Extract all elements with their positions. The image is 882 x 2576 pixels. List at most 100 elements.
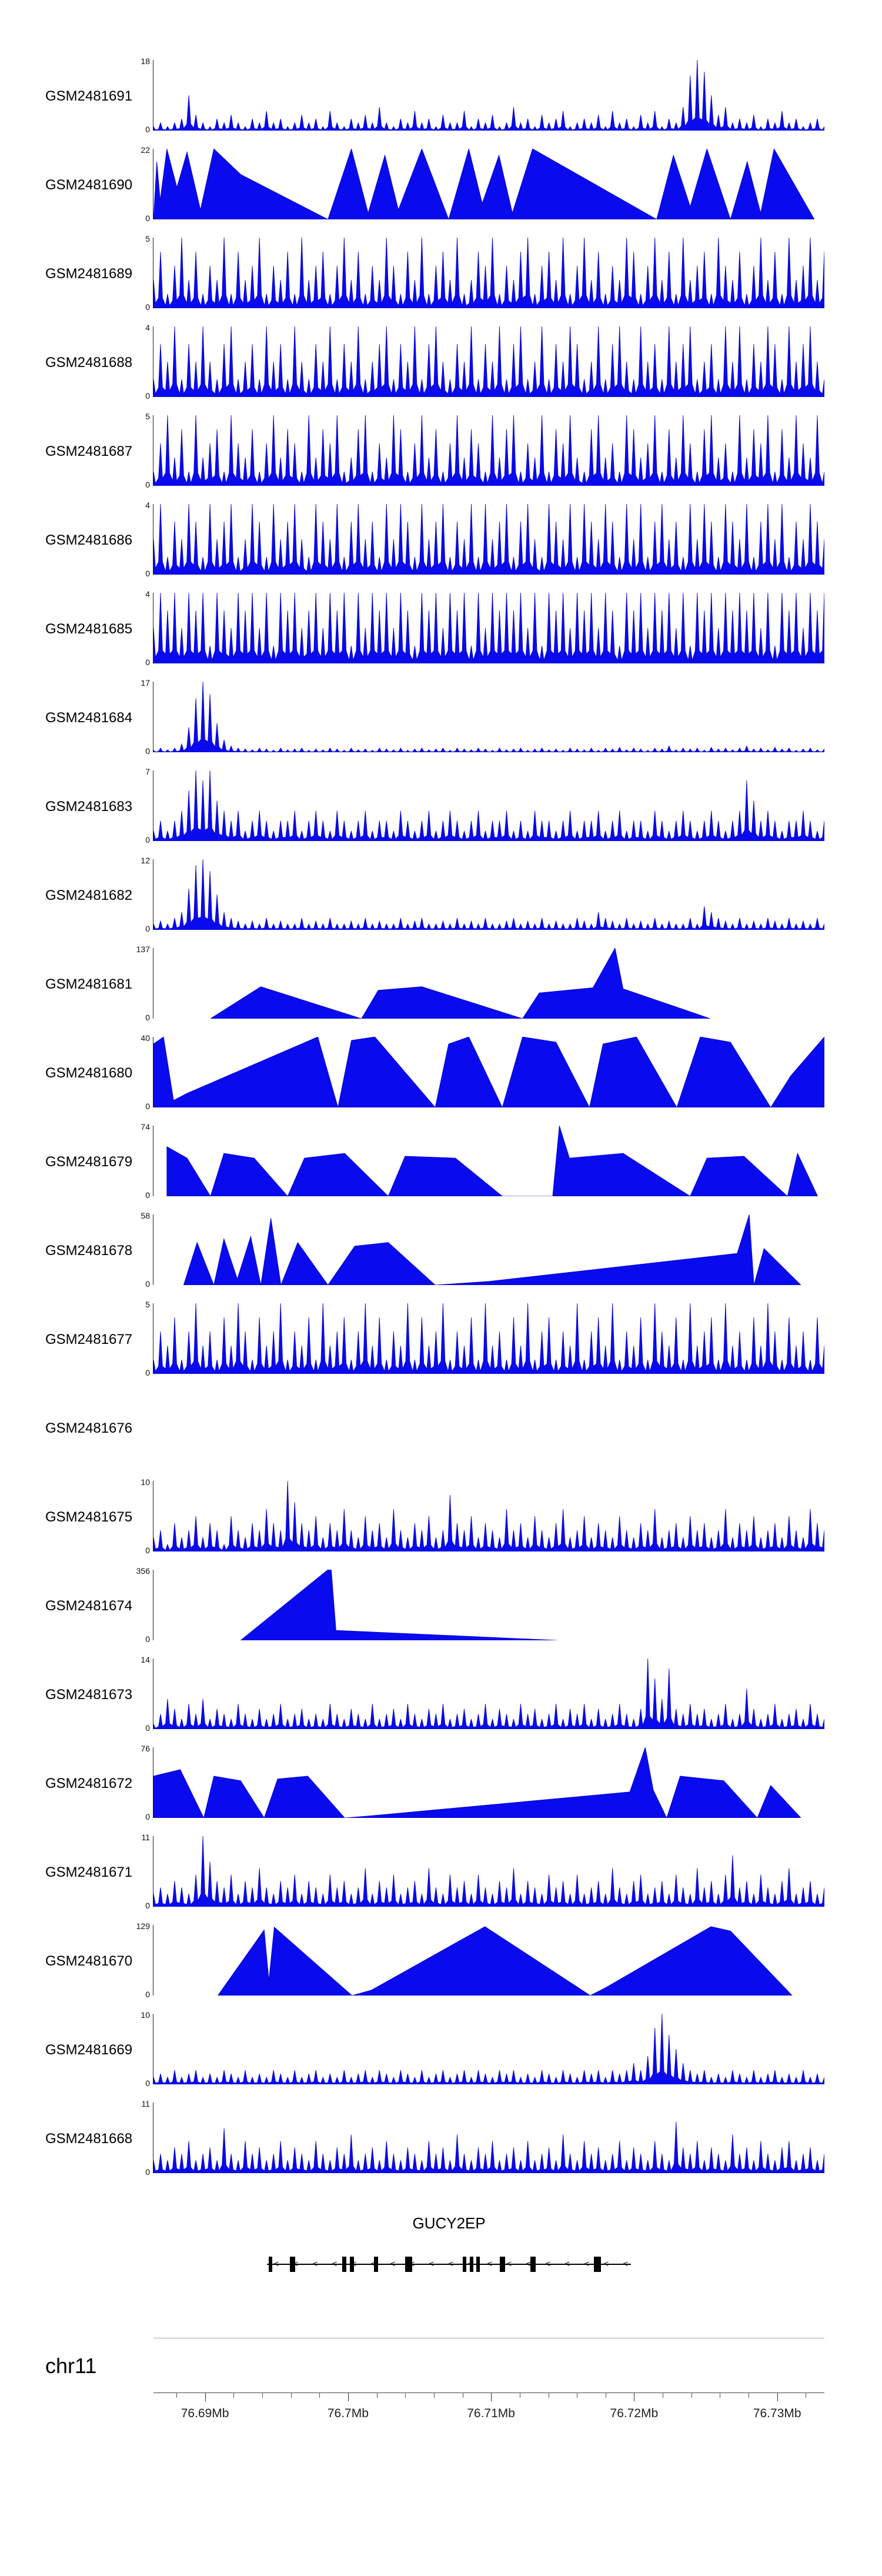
track-row: GSM2481681 137 0 [0, 940, 882, 1029]
signal-polygon [153, 1836, 824, 1907]
y-axis-zero-label: 0 [145, 924, 150, 933]
signal-plot-area: 137 0 [130, 945, 824, 1022]
y-axis: 11 0 [130, 1833, 153, 1910]
signal-polygon [210, 948, 711, 1019]
y-axis-max-label: 17 [141, 678, 150, 688]
y-axis: 18 0 [130, 56, 153, 134]
signal-plot-area: 10 0 [130, 1477, 824, 1555]
y-axis-zero-label: 0 [145, 2078, 150, 2088]
axis-minor-tick [176, 2393, 177, 2398]
chromosome-label: chr11 [45, 2354, 97, 2378]
y-axis-max-label: 4 [145, 323, 150, 332]
track-row: GSM2481674 356 0 [0, 1561, 882, 1650]
y-axis-zero-label: 0 [145, 1102, 150, 1111]
track-row: GSM2481679 74 0 [0, 1117, 882, 1206]
track-row: GSM2481669 10 0 [0, 2006, 882, 2094]
y-axis: 40 0 [130, 1033, 153, 1111]
strand-arrow-icon: < [623, 2258, 629, 2269]
signal-polygon [153, 2121, 824, 2173]
strand-arrow-icon: < [332, 2258, 338, 2269]
track-label: GSM2481682 [45, 887, 133, 903]
gene-title: GUCY2EP [412, 2214, 486, 2232]
y-axis-zero-label: 0 [145, 746, 150, 756]
signal-polygon [153, 1747, 801, 1818]
track-row: GSM2481678 58 0 [0, 1206, 882, 1295]
genome-axis: 76.69Mb 76.7Mb 76.71Mb 76.72Mb 76.73Mb [153, 2393, 824, 2428]
track-label: GSM2481684 [45, 709, 133, 726]
exon-box [289, 2257, 295, 2272]
axis-minor-tick [433, 2393, 435, 2398]
y-axis-zero-label: 0 [145, 1901, 150, 1910]
y-axis-max-label: 76 [141, 1744, 150, 1753]
signal-polygon [153, 1659, 824, 1729]
y-axis: 74 0 [130, 1122, 153, 1200]
signal-plot-area: 10 0 [130, 2010, 824, 2088]
y-axis-max-label: 40 [141, 1033, 150, 1043]
track-row: GSM2481675 10 0 [0, 1473, 882, 1561]
track-row: GSM2481691 18 0 [0, 52, 882, 141]
y-axis: 356 0 [130, 1566, 153, 1644]
signal-plot-area: 129 0 [130, 1921, 824, 1999]
y-axis-max-label: 18 [141, 56, 150, 66]
y-axis-zero-label: 0 [145, 1812, 150, 1821]
track-row: GSM2481671 11 0 [0, 1828, 882, 1917]
axis-minor-tick [691, 2393, 692, 2398]
track-row: GSM2481686 4 0 [0, 496, 882, 585]
signal-polygon [153, 682, 824, 752]
y-axis: 10 0 [130, 2010, 153, 2088]
signal-polygon [153, 1481, 824, 1551]
signal-plot-area: 58 0 [130, 1211, 824, 1289]
exon-box [405, 2257, 412, 2272]
axis-major-tick [777, 2393, 778, 2401]
exon-box [594, 2257, 602, 2272]
y-axis: 11 0 [130, 2099, 153, 2177]
y-axis-max-label: 129 [136, 1921, 150, 1931]
y-axis-max-label: 11 [141, 2099, 150, 2108]
signal-polygon [153, 238, 824, 308]
y-axis: 12 0 [130, 856, 153, 933]
strand-arrow-icon: < [312, 2258, 318, 2269]
axis-tick-label: 76.71Mb [467, 2407, 515, 2420]
y-axis: 10 0 [130, 1477, 153, 1555]
track-row: GSM2481680 40 0 [0, 1029, 882, 1117]
gene-track: GUCY2EP <<<<<<<<<<<<<<<<<<< [130, 2214, 824, 2314]
track-row: GSM2481685 4 0 [0, 585, 882, 673]
strand-arrow-icon: < [564, 2258, 570, 2269]
signal-polygon [153, 1303, 824, 1374]
y-axis-max-label: 14 [141, 1655, 150, 1664]
exon-box [530, 2257, 536, 2272]
signal-plot-area: 12 0 [130, 856, 824, 933]
axis-major-tick [348, 2393, 349, 2401]
signal-plot-area: 11 0 [130, 2099, 824, 2177]
y-axis-zero-label: 0 [145, 213, 150, 223]
strand-arrow-icon: < [526, 2258, 532, 2269]
y-axis-zero-label: 0 [145, 1368, 150, 1377]
track-label: GSM2481678 [45, 1242, 133, 1259]
axis-minor-tick [233, 2393, 235, 2398]
y-axis-zero-label: 0 [145, 569, 150, 578]
track-row: GSM2481672 76 0 [0, 1739, 882, 1828]
signal-plot-area: 356 0 [130, 1566, 824, 1644]
track-row: GSM2481676 [0, 1384, 882, 1473]
y-axis-zero-label: 0 [145, 1190, 150, 1200]
y-axis-zero-label: 0 [145, 1279, 150, 1289]
strand-arrow-icon: < [409, 2258, 415, 2269]
track-row: GSM2481673 14 0 [0, 1650, 882, 1739]
y-axis-max-label: 137 [136, 945, 150, 954]
track-label: GSM2481690 [45, 176, 133, 193]
track-label: GSM2481676 [45, 1420, 133, 1436]
track-label: GSM2481681 [45, 976, 133, 992]
y-axis-zero-label: 0 [145, 480, 150, 489]
y-axis-max-label: 4 [145, 500, 150, 510]
track-row: GSM2481670 129 0 [0, 1917, 882, 2006]
y-axis-max-label: 10 [141, 2010, 150, 2020]
signal-plot-area: 11 0 [130, 1833, 824, 1910]
signal-polygon [153, 149, 815, 219]
